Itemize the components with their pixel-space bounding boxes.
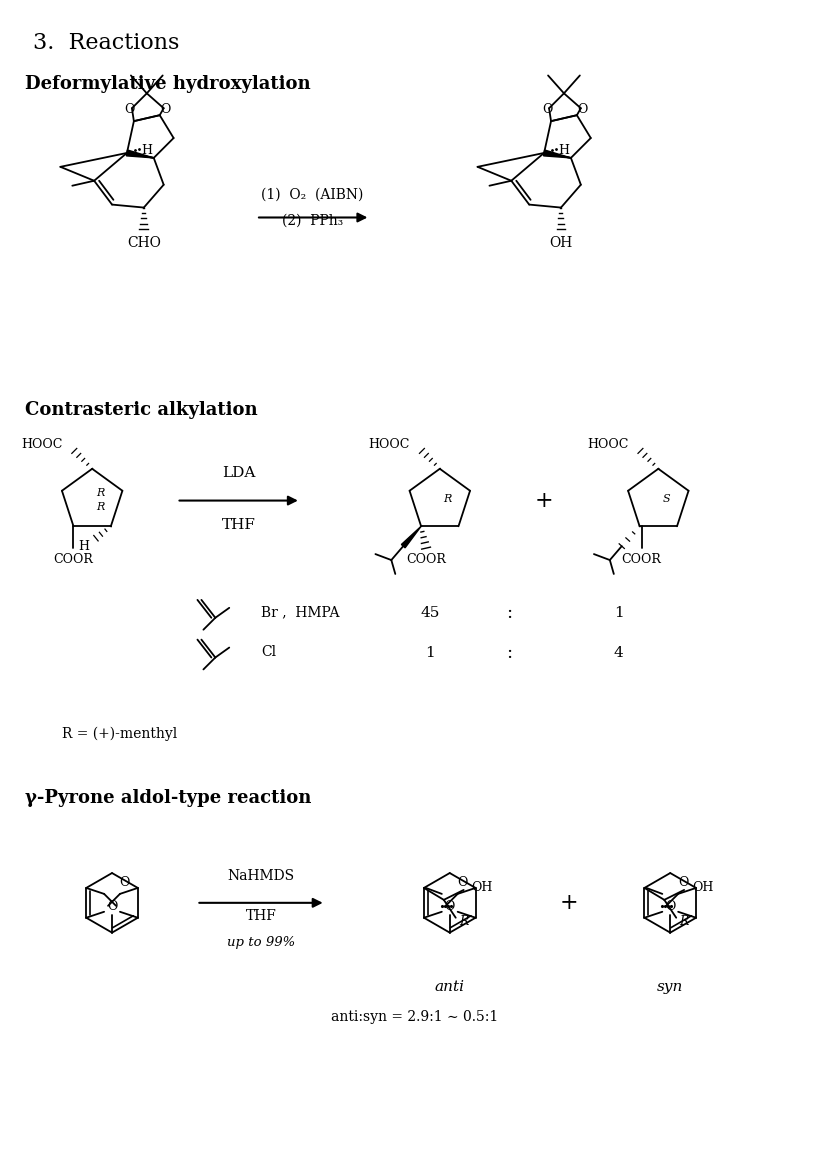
Text: HOOC: HOOC bbox=[21, 438, 62, 452]
Text: COOR: COOR bbox=[406, 552, 446, 565]
Text: syn: syn bbox=[657, 980, 683, 994]
Text: O: O bbox=[665, 901, 676, 913]
Text: γ-Pyrone aldol-type reaction: γ-Pyrone aldol-type reaction bbox=[25, 788, 311, 807]
Text: THF: THF bbox=[246, 909, 276, 923]
Text: Contrasteric alkylation: Contrasteric alkylation bbox=[25, 402, 257, 419]
Text: 1: 1 bbox=[614, 606, 623, 620]
Text: :: : bbox=[506, 644, 512, 661]
Text: anti: anti bbox=[435, 980, 464, 994]
Polygon shape bbox=[401, 527, 421, 548]
Text: O: O bbox=[542, 103, 552, 116]
Text: H: H bbox=[558, 145, 569, 158]
Text: anti:syn = 2.9:1 ∼ 0.5:1: anti:syn = 2.9:1 ∼ 0.5:1 bbox=[331, 1010, 499, 1024]
Text: R: R bbox=[459, 916, 469, 929]
Text: O: O bbox=[120, 876, 130, 889]
Text: Br ,  HMPA: Br , HMPA bbox=[261, 605, 339, 619]
Text: H: H bbox=[141, 145, 152, 158]
Text: HOOC: HOOC bbox=[368, 438, 410, 452]
Text: (1)  O₂  (AIBN): (1) O₂ (AIBN) bbox=[261, 188, 364, 202]
Text: HOOC: HOOC bbox=[587, 438, 629, 452]
Text: OH: OH bbox=[472, 882, 493, 895]
Text: OH: OH bbox=[549, 236, 573, 250]
Text: S: S bbox=[663, 494, 670, 503]
Text: CHO: CHO bbox=[127, 236, 161, 250]
Text: O: O bbox=[678, 876, 688, 889]
Text: O: O bbox=[107, 901, 118, 913]
Text: 1: 1 bbox=[425, 646, 435, 660]
Text: Deformylative hydroxylation: Deformylative hydroxylation bbox=[25, 76, 310, 93]
Text: Cl: Cl bbox=[261, 645, 276, 659]
Text: O: O bbox=[458, 876, 468, 889]
Text: 45: 45 bbox=[420, 606, 440, 620]
Text: O: O bbox=[160, 103, 171, 116]
Text: (2)  PPh₃: (2) PPh₃ bbox=[282, 214, 344, 228]
Text: up to 99%: up to 99% bbox=[227, 936, 295, 950]
Text: R = (+)-menthyl: R = (+)-menthyl bbox=[62, 726, 178, 742]
Text: THF: THF bbox=[222, 519, 256, 533]
Text: COOR: COOR bbox=[53, 552, 94, 565]
Text: :: : bbox=[506, 604, 512, 621]
Text: R: R bbox=[680, 916, 689, 929]
Polygon shape bbox=[543, 150, 571, 158]
Text: O: O bbox=[125, 103, 135, 116]
Text: R: R bbox=[96, 487, 104, 498]
Text: O: O bbox=[445, 901, 455, 913]
Text: 3.  Reactions: 3. Reactions bbox=[33, 32, 179, 54]
Text: R: R bbox=[444, 494, 452, 503]
Text: H: H bbox=[78, 540, 89, 552]
Text: R: R bbox=[96, 501, 104, 512]
Text: COOR: COOR bbox=[621, 552, 662, 565]
Text: 4: 4 bbox=[614, 646, 623, 660]
Text: NaHMDS: NaHMDS bbox=[228, 869, 294, 883]
Text: +: + bbox=[535, 489, 553, 512]
Text: O: O bbox=[578, 103, 588, 116]
Text: LDA: LDA bbox=[223, 466, 256, 480]
Text: +: + bbox=[560, 892, 578, 913]
Text: OH: OH bbox=[692, 882, 713, 895]
Polygon shape bbox=[127, 150, 154, 158]
